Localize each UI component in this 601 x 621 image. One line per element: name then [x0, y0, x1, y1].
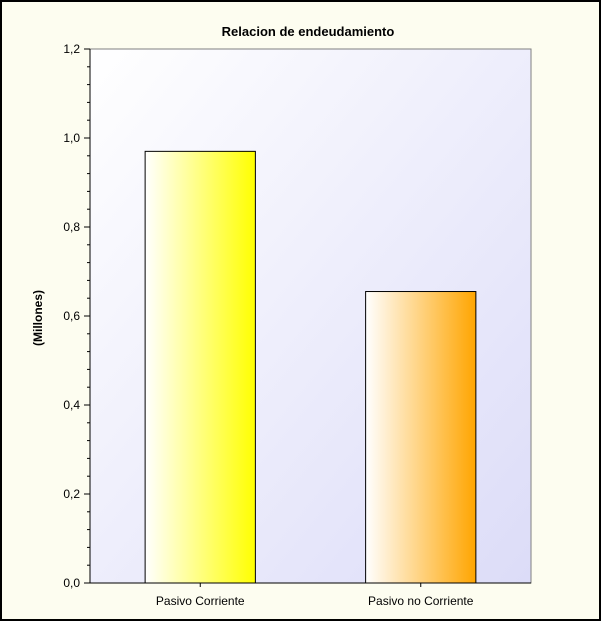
y-tick-label: 0,6 [63, 309, 80, 323]
y-tick-label: 1,2 [63, 42, 80, 56]
y-tick-label: 1,0 [63, 131, 80, 145]
x-tick-label: Pasivo Corriente [156, 594, 245, 608]
bars [144, 150, 477, 584]
x-axis: Pasivo Corriente Pasivo no Corriente [90, 582, 531, 608]
y-axis-label: (Millones) [31, 290, 45, 346]
y-tick-label: 0,0 [63, 576, 80, 590]
chart-title: Relacion de endeudamiento [222, 24, 395, 39]
x-tick-label: Pasivo no Corriente [368, 594, 474, 608]
y-tick-label: 0,4 [63, 398, 80, 412]
bar-pasivo-no-corriente [365, 291, 477, 584]
y-tick-label: 0,8 [63, 220, 80, 234]
bar-pasivo-corriente [144, 150, 256, 584]
y-tick-label: 0,2 [63, 487, 80, 501]
y-axis: 0,0 0,2 0,4 0,6 0,8 1,0 1,2 [63, 42, 91, 590]
